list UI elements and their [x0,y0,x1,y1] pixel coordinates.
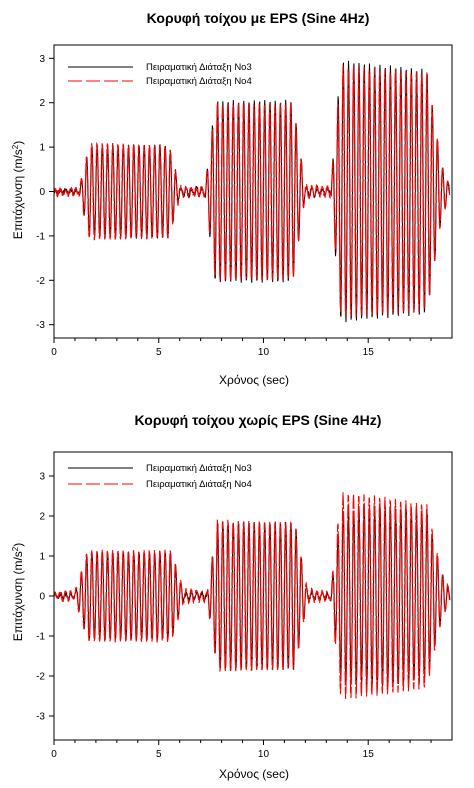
y-axis-label: Επιτάχυνση (m/s2) [11,141,26,240]
series-line-no4 [53,492,451,699]
chart-svg: Κορυφή τοίχου με EPS (Sine 4Hz) 0 5 10 15 -… [11,10,453,387]
y-tick-label: 0 [39,187,45,198]
x-tick-label: 0 [51,347,57,358]
y-axis-label-main: Επιτάχυνση (m/s [11,149,25,239]
y-tick-label: 1 [39,143,45,154]
y-tick-label: -3 [36,320,45,331]
y-axis: -3 -2 -1 0 1 2 3 [36,54,54,331]
y-tick-label: 2 [39,98,45,109]
x-tick-label: 10 [258,749,270,760]
y-axis-label-main: Επιτάχυνση (m/s [11,551,25,641]
y-tick-label: -2 [36,672,45,683]
x-tick-label: 5 [156,749,162,760]
y-axis-label-sup: 2 [11,144,20,149]
y-tick-label: 2 [39,512,45,523]
y-tick-label: -1 [36,231,45,242]
y-axis-label: Επιτάχυνση (m/s2) [11,543,26,642]
y-tick-label: -1 [36,632,45,643]
y-axis-label-sup: 2 [11,546,20,551]
y-tick-label: -2 [36,276,45,287]
y-tick-label: -3 [36,712,45,723]
x-tick-label: 15 [363,347,375,358]
x-tick-label: 15 [363,749,375,760]
x-tick-label: 5 [156,347,162,358]
y-tick-label: 3 [39,472,45,483]
legend-label-no3: Πειραματική Διάταξη Νο3 [146,463,252,474]
chart-title: Κορυφή τοίχου με EPS (Sine 4Hz) [147,10,370,26]
x-tick-label: 10 [258,347,270,358]
y-axis: -3 -2 -1 0 1 2 3 [36,472,54,723]
chart-panel-with-eps: Κορυφή τοίχου με EPS (Sine 4Hz) 0 5 10 15 -… [11,10,453,387]
y-tick-label: 1 [39,552,45,563]
legend-label-no4: Πειραματική Διάταξη Νο4 [146,76,252,87]
y-axis-label-close: ) [11,543,25,547]
chart-title: Κορυφή τοίχου χωρίς EPS (Sine 4Hz) [135,412,382,428]
y-tick-label: 3 [39,54,45,65]
y-axis-label-close: ) [11,141,25,145]
legend-label-no3: Πειραματική Διάταξη Νο3 [146,62,252,73]
x-axis-label: Χρόνος (sec) [219,373,289,387]
legend: Πειραματική Διάταξη Νο3 Πειραματική Διάτ… [68,62,252,87]
x-axis-label: Χρόνος (sec) [219,767,289,781]
x-tick-label: 0 [51,749,57,760]
chart-svg: Κορυφή τοίχου χωρίς EPS (Sine 4Hz) 0 5 10 1… [11,412,453,781]
y-tick-label: 0 [39,592,45,603]
plot-series [53,492,451,699]
legend: Πειραματική Διάταξη Νο3 Πειραματική Διάτ… [68,463,252,490]
x-axis: 0 5 10 15 [51,338,432,358]
plot-series [53,60,451,323]
series-line-no4 [53,64,451,318]
chart-panel-without-eps: Κορυφή τοίχου χωρίς EPS (Sine 4Hz) 0 5 10 1… [0,394,474,788]
legend-label-no4: Πειραματική Διάταξη Νο4 [146,479,252,490]
x-axis: 0 5 10 15 [51,740,432,760]
